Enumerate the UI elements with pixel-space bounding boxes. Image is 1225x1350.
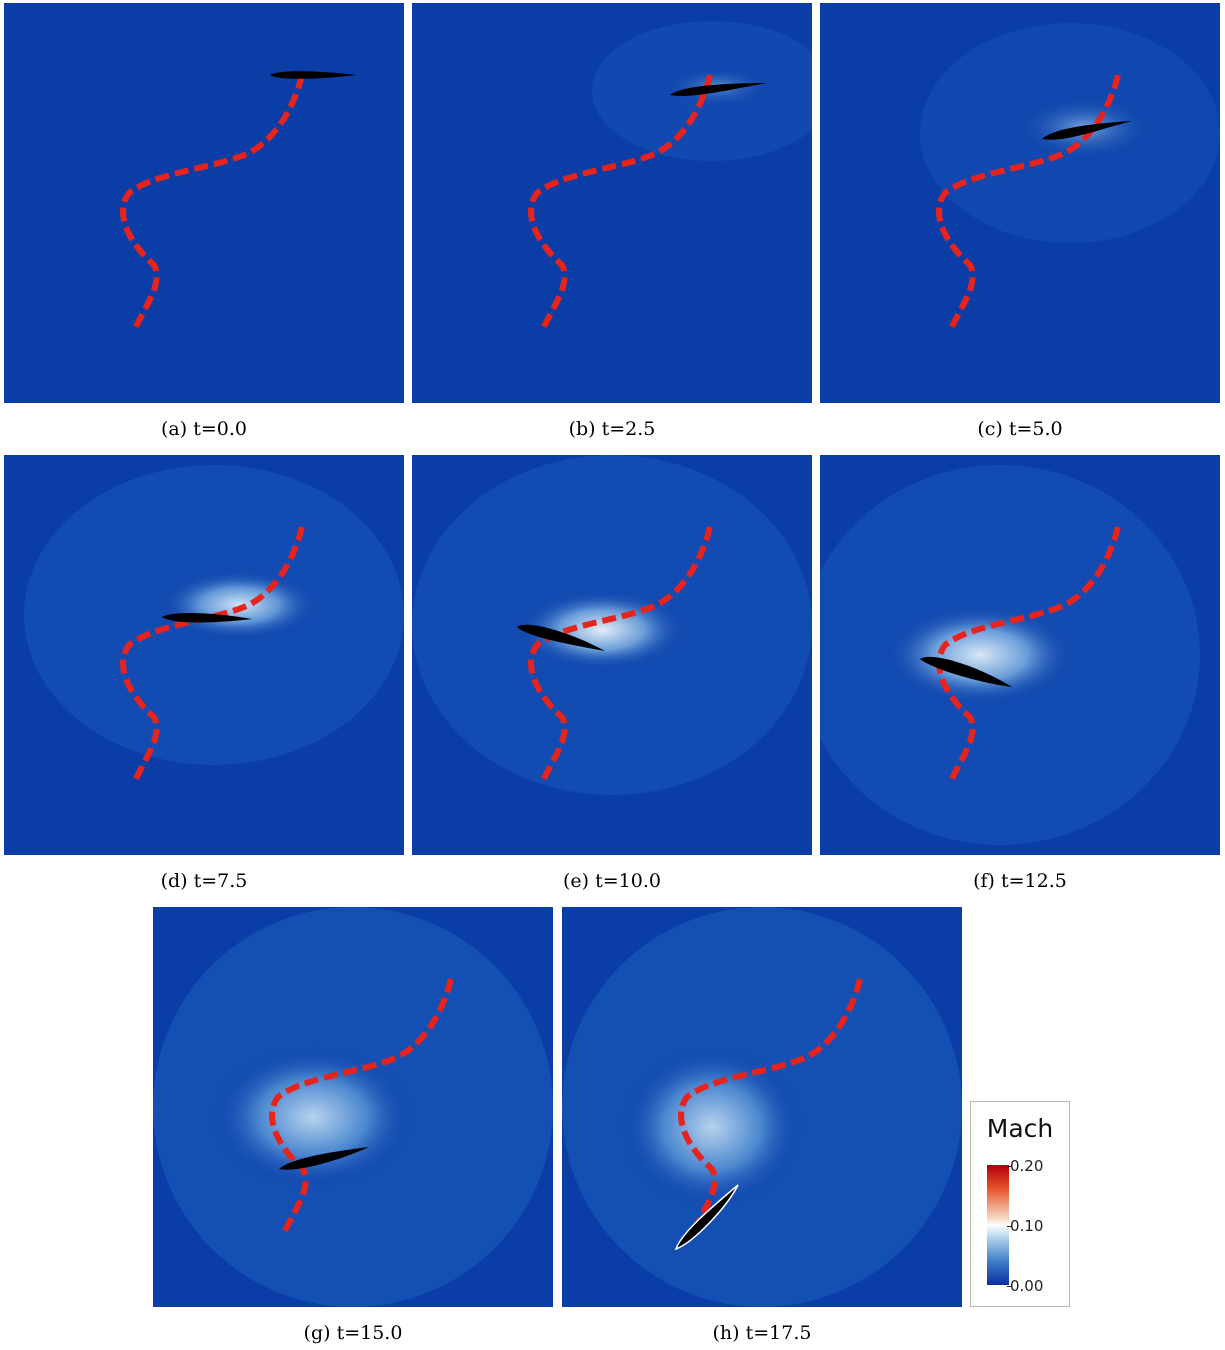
panel-e (412, 455, 812, 855)
mach-field-g (153, 907, 553, 1307)
caption-d: (d) t=7.5 (4, 870, 404, 892)
legend-tick-mid: 0.10 (1010, 1217, 1043, 1235)
colorbar (987, 1165, 1009, 1285)
caption-e: (e) t=10.0 (412, 870, 812, 892)
mach-colorbar-legend: Mach 0.20 0.10 0.00 (970, 1101, 1070, 1307)
caption-c: (c) t=5.0 (820, 418, 1220, 440)
mach-field-a (4, 3, 404, 403)
mach-field-d (4, 455, 404, 855)
caption-h: (h) t=17.5 (562, 1322, 962, 1344)
panel-h (562, 907, 962, 1307)
caption-a: (a) t=0.0 (4, 418, 404, 440)
caption-f: (f) t=12.5 (820, 870, 1220, 892)
panel-f (820, 455, 1220, 855)
mach-field-h (562, 907, 962, 1307)
caption-g: (g) t=15.0 (153, 1322, 553, 1344)
legend-tick-min: 0.00 (1010, 1277, 1043, 1295)
panel-c (820, 3, 1220, 403)
mach-field-e (412, 455, 812, 855)
legend-title: Mach (971, 1114, 1069, 1143)
mach-field-f (820, 455, 1220, 855)
mach-field-c (820, 3, 1220, 403)
legend-tick-max: 0.20 (1010, 1157, 1043, 1175)
mach-field-b (412, 3, 812, 403)
panel-b (412, 3, 812, 403)
panel-d (4, 455, 404, 855)
panel-g (153, 907, 553, 1307)
panel-a (4, 3, 404, 403)
caption-b: (b) t=2.5 (412, 418, 812, 440)
